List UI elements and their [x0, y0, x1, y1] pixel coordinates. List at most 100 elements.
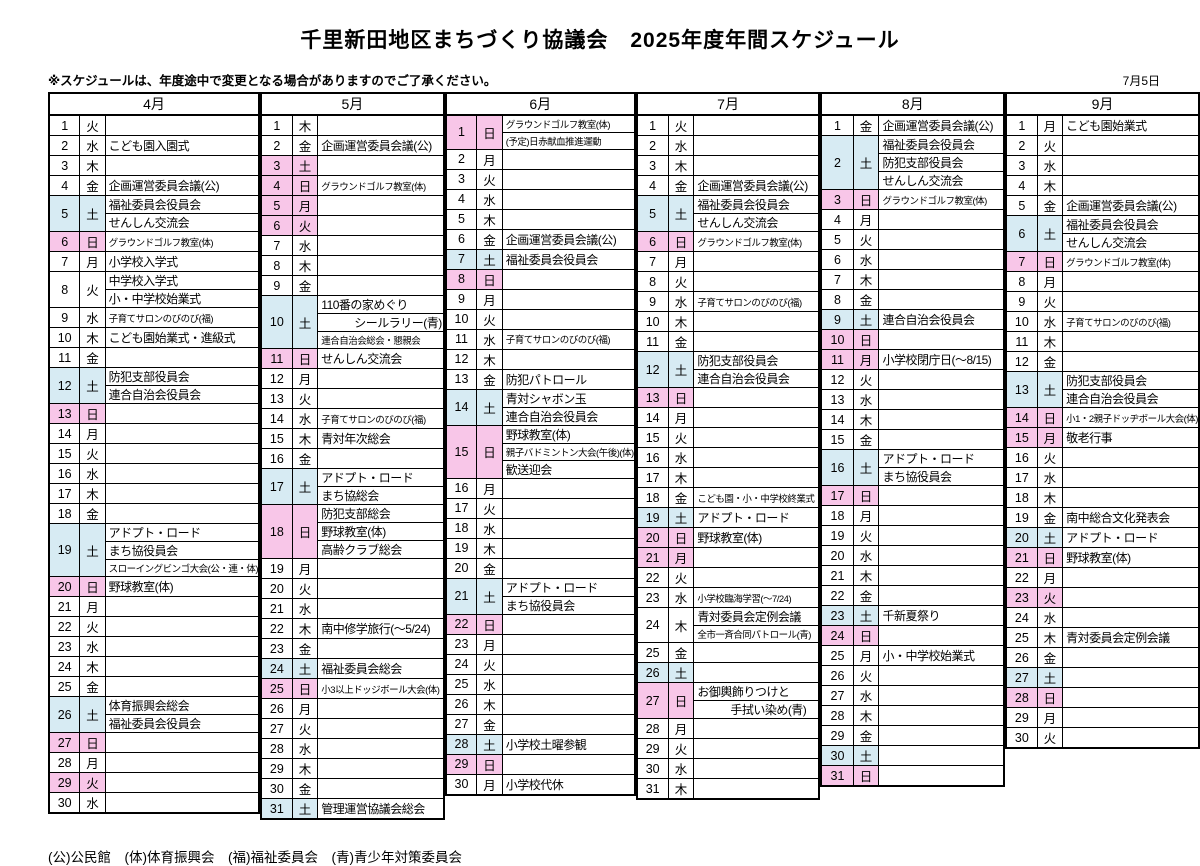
weekday: 金 [476, 368, 503, 390]
day-row: 16 水 [636, 447, 820, 468]
event-cell: 体育振興会総会 [104, 696, 260, 715]
event-cell: 防犯支部役員会 [693, 351, 820, 370]
day-row: 17 木 [48, 483, 260, 504]
weekday: 火 [476, 308, 503, 330]
day-row: 19 土アドプト・ロード [48, 523, 260, 577]
event-cell [878, 409, 1005, 430]
weekday: 水 [291, 235, 319, 256]
weekday: 月 [291, 558, 319, 579]
day-row: 6 金企画運営委員会議(公) [445, 228, 636, 250]
day-number: 22 [636, 567, 669, 588]
weekday: 日 [291, 348, 319, 369]
day-row: 22 木南中修学旅行(～5/24) [260, 618, 445, 639]
day-number: 15 [48, 443, 81, 464]
day-row: 26 月 [260, 698, 445, 719]
day-row: 8 火中学校入学式 [48, 271, 260, 308]
event-cell [878, 369, 1005, 390]
day-row: 2 土福祉委員会役員会 [820, 135, 1005, 190]
event-cell: 小学校土曜参観 [501, 733, 636, 755]
day-number: 18 [636, 487, 669, 508]
day-number: 18 [48, 503, 81, 524]
month-header: 7月 [636, 92, 820, 116]
day-number: 16 [1005, 447, 1038, 468]
event-cell [693, 135, 820, 156]
event-cell [878, 685, 1005, 706]
event-cell [878, 585, 1005, 606]
event-cell [1062, 155, 1200, 176]
day-row: 12 木 [445, 348, 636, 370]
event-cell: 福祉委員会役員会 [878, 135, 1005, 154]
event-cell [104, 792, 260, 814]
event-cell: 子育てサロンのびのび(福) [317, 408, 445, 429]
day-row: 30 水 [48, 792, 260, 814]
day-number: 25 [48, 676, 81, 697]
weekday: 日 [852, 189, 880, 210]
day-number: 23 [820, 605, 854, 626]
weekday: 月 [476, 148, 503, 170]
weekday: 日 [852, 485, 880, 506]
weekday: 土 [476, 577, 503, 615]
weekday: 金 [79, 503, 106, 524]
event-cell [693, 331, 820, 352]
day-number: 14 [1005, 407, 1038, 428]
weekday: 土 [79, 696, 106, 733]
weekday: 水 [476, 188, 503, 210]
day-number: 29 [1005, 707, 1038, 728]
day-row: まち協役員会 [821, 467, 1005, 486]
day-row: 2 金企画運営委員会議(公) [260, 135, 445, 156]
weekday: 金 [667, 642, 695, 663]
weekday: 金 [852, 725, 880, 746]
day-row: 23 金 [260, 638, 445, 659]
day-row: 26 土 [636, 662, 820, 683]
weekday: 月 [79, 752, 106, 773]
weekday: 火 [291, 578, 319, 599]
day-number: 25 [445, 673, 478, 695]
day-row: 27 日お御輿飾りつけと [636, 682, 820, 719]
event-cell [104, 616, 260, 637]
weekday: 火 [291, 215, 319, 236]
day-number: 11 [260, 348, 293, 369]
day-row: 21 木 [820, 565, 1005, 586]
day-row: 21 月 [636, 547, 820, 568]
day-number: 27 [260, 718, 293, 739]
event-cell: 福祉委員会役員会 [693, 195, 820, 214]
event-cell: 連合自治会役員会 [501, 406, 636, 426]
event-cell [1062, 567, 1200, 588]
event-cell [501, 713, 636, 735]
event-cell: 親子バドミントン大会(午後)(体) [501, 442, 636, 461]
day-number: 4 [636, 175, 669, 196]
day-row: 15 金 [820, 429, 1005, 450]
day-number: 30 [48, 792, 81, 814]
event-cell [104, 676, 260, 697]
day-row: 27 火 [260, 718, 445, 739]
day-row: まち協総会 [261, 486, 445, 505]
day-number: 14 [820, 409, 854, 430]
event-cell [693, 467, 820, 488]
event-cell [501, 288, 636, 310]
weekday: 月 [476, 477, 503, 499]
day-row: 15 火 [636, 427, 820, 448]
weekday: 火 [667, 738, 695, 759]
event-cell [501, 517, 636, 539]
event-cell: こども園始業式・進級式 [104, 327, 260, 348]
event-cell: スローイングビンゴ大会(公・連・体) [104, 559, 260, 577]
weekday: 月 [667, 251, 695, 272]
weekday: 日 [476, 268, 503, 290]
day-number: 7 [445, 248, 478, 270]
event-cell [1062, 467, 1200, 488]
day-number: 30 [636, 758, 669, 779]
day-number: 2 [1005, 135, 1038, 156]
event-cell [501, 633, 636, 655]
day-number: 29 [48, 772, 81, 793]
day-row: 10 日 [820, 329, 1005, 350]
day-number: 24 [260, 658, 293, 679]
weekday: 日 [667, 231, 695, 252]
event-cell [317, 155, 445, 176]
weekday: 月 [852, 209, 880, 230]
event-cell: こども園・小・中学校終業式 [693, 487, 820, 508]
event-cell [104, 636, 260, 657]
